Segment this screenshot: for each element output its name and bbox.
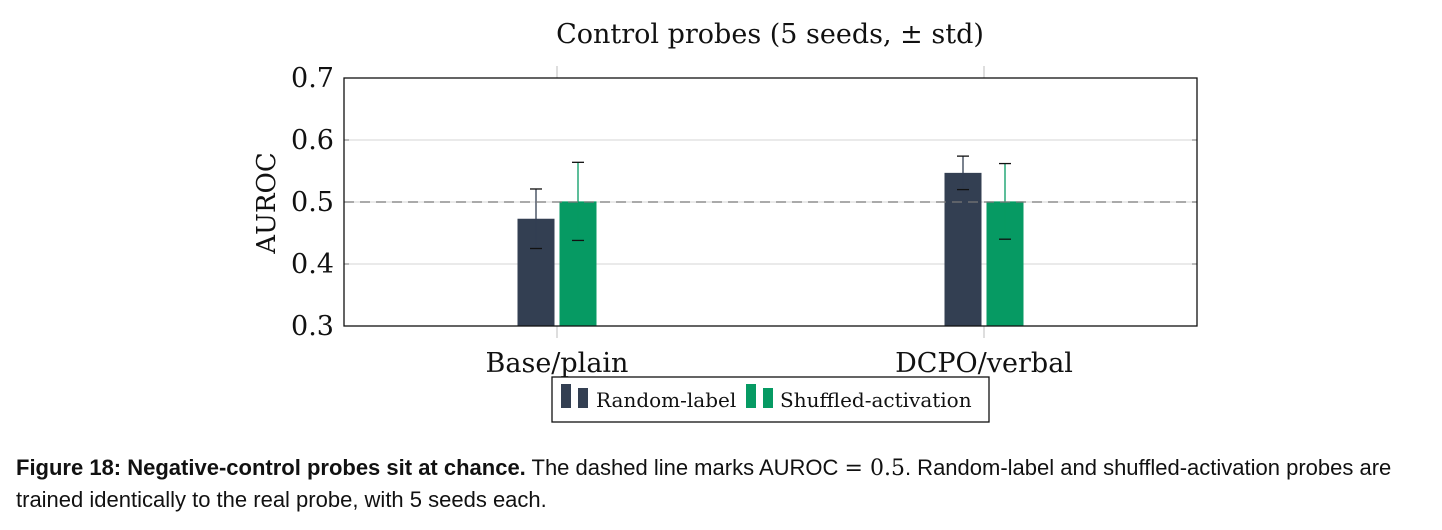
caption-text-1: The dashed line marks AUROC xyxy=(525,455,845,480)
legend-swatch xyxy=(561,384,571,408)
x-tick-label: Base/plain xyxy=(486,348,629,379)
y-tick-label: 0.7 xyxy=(291,63,334,94)
caption-math: = 0.5 xyxy=(844,456,905,481)
legend-label: Shuffled-activation xyxy=(780,388,972,412)
legend-swatch xyxy=(578,388,588,408)
legend: Random-label Shuffled-activation xyxy=(551,376,990,423)
chart: Control probes (5 seeds, ± std) AUROC 0.… xyxy=(252,19,1198,423)
y-tick-label: 0.4 xyxy=(291,249,334,280)
caption-text-2: . Random-label and shuffled-activation p… xyxy=(16,455,1392,512)
y-tick-label: 0.3 xyxy=(291,311,334,342)
y-tick-label: 0.5 xyxy=(291,187,334,218)
y-tick-label: 0.6 xyxy=(291,125,334,156)
legend-swatch xyxy=(763,388,773,408)
figure-caption: Figure 18: Negative-control probes sit a… xyxy=(16,452,1436,515)
legend-swatch xyxy=(746,384,756,408)
caption-lead: Figure 18: Negative-control probes sit a… xyxy=(16,455,526,480)
bar-random-label xyxy=(944,172,982,326)
legend-label: Random-label xyxy=(596,388,736,412)
axes-frame xyxy=(343,77,1198,327)
chart-title: Control probes (5 seeds, ± std) xyxy=(556,19,984,50)
y-axis-label: AUROC xyxy=(252,152,282,254)
x-tick-label: DCPO/verbal xyxy=(895,348,1073,379)
